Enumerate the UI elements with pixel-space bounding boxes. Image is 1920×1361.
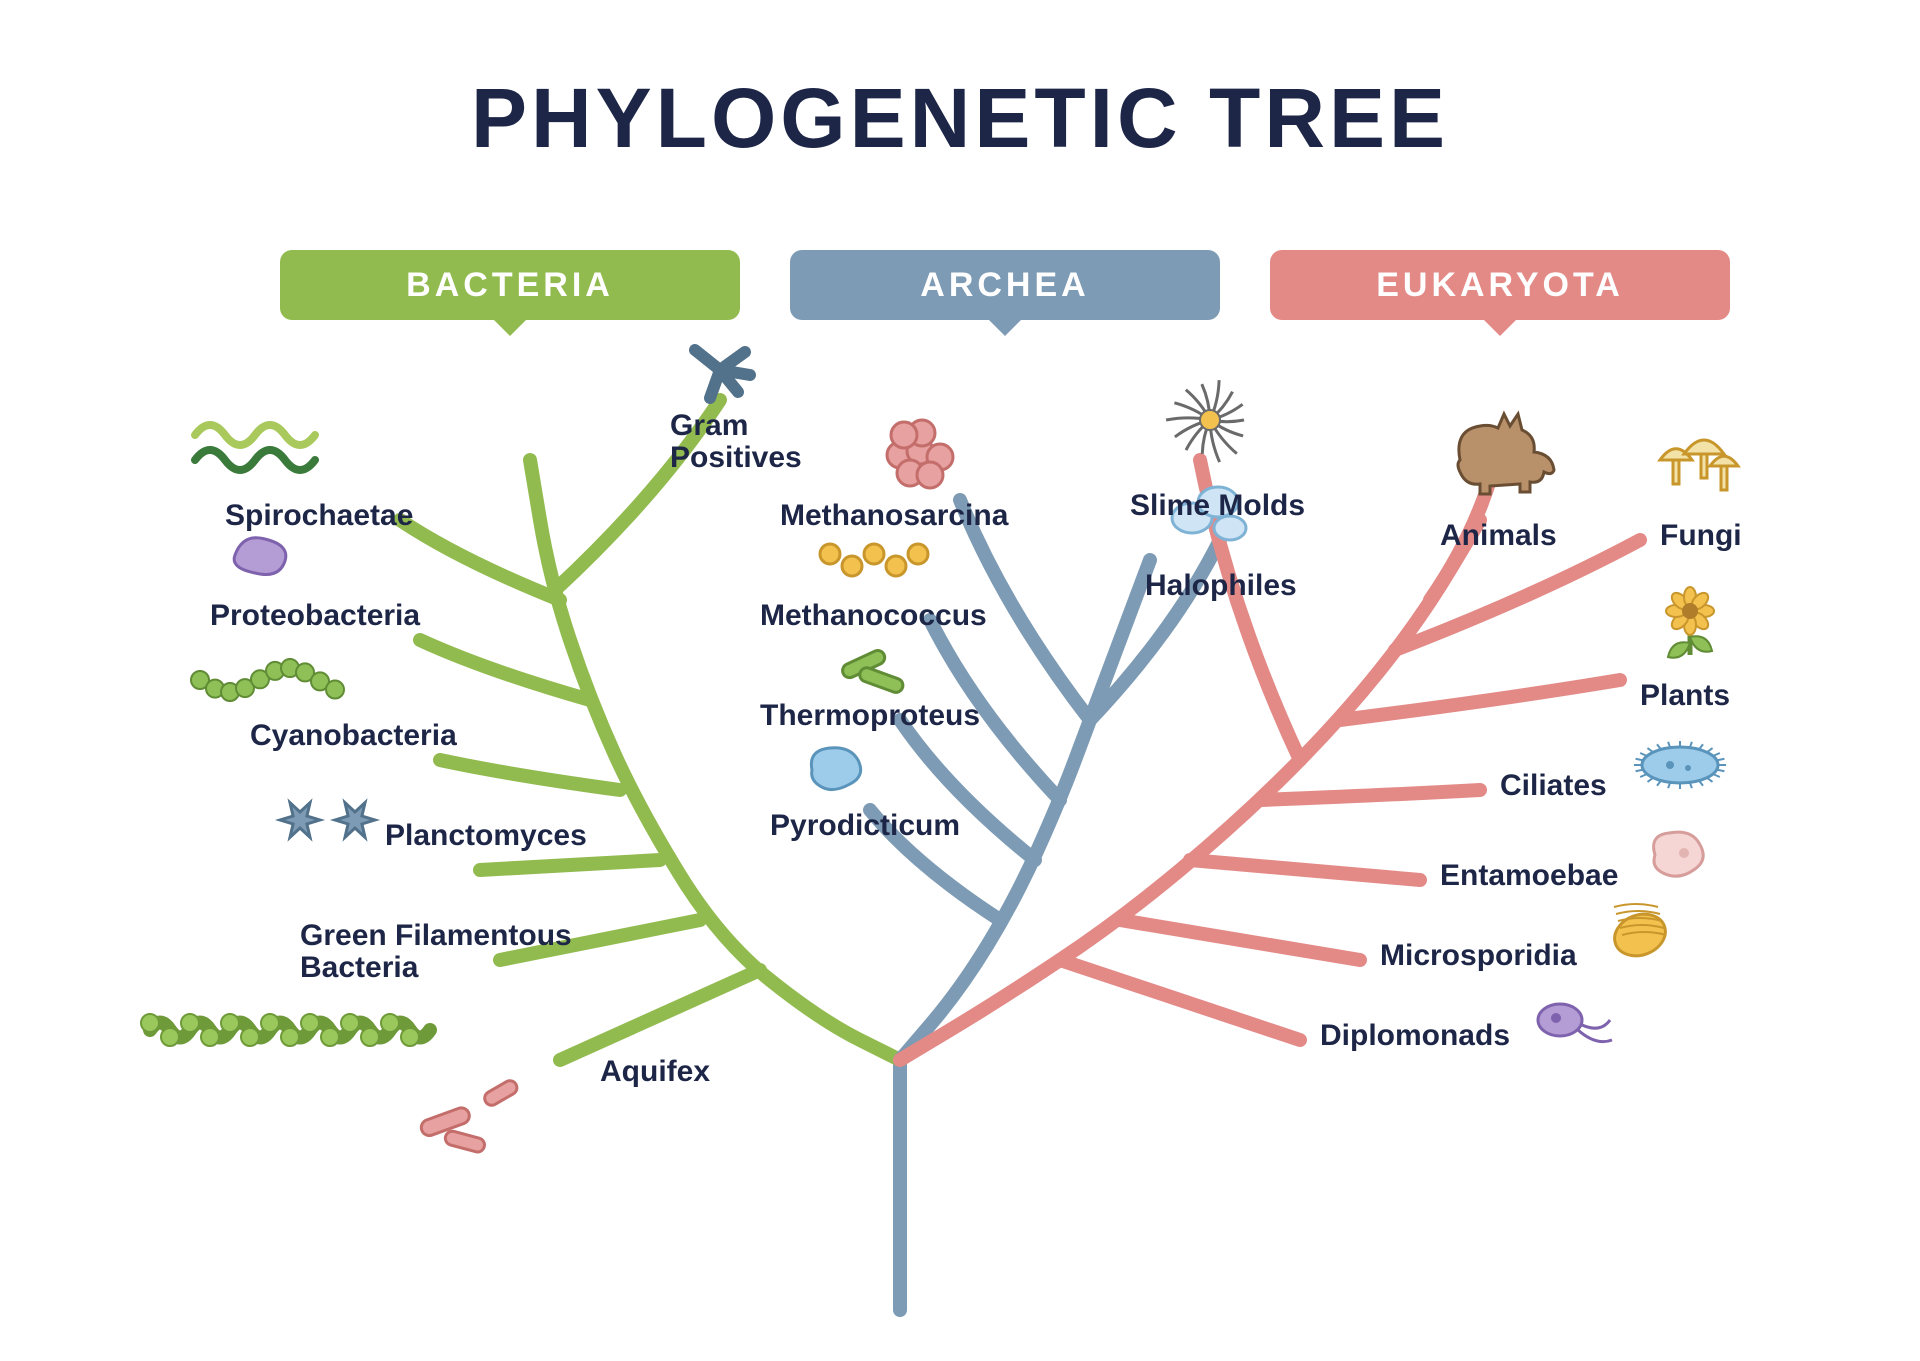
amoeba-icon [1654, 832, 1704, 876]
rods-icon [419, 1078, 519, 1153]
dots-icon [820, 544, 928, 576]
branch-label: Slime Molds [1130, 490, 1305, 522]
branch-label: Plants [1640, 680, 1730, 712]
branch-label: Fungi [1660, 520, 1742, 552]
branch-label: Proteobacteria [210, 600, 420, 632]
tree-svg [0, 0, 1920, 1361]
branch-label: Microsporidia [1380, 940, 1577, 972]
branch-label: Thermoproteus [760, 700, 980, 732]
branch [1260, 790, 1480, 800]
branch-label: Methanosarcina [780, 500, 1008, 532]
starburst-icon [1166, 380, 1244, 462]
branch-label: Planctomyces [385, 820, 587, 852]
branch-label: Animals [1440, 520, 1557, 552]
diagram-canvas: PHYLOGENETIC TREE BACTERIA ARCHEA EUKARY… [0, 0, 1920, 1361]
cluster-icon [887, 420, 953, 488]
flagellate-icon [1538, 1004, 1612, 1042]
branch-label: Pyrodicticum [770, 810, 960, 842]
branch [1090, 540, 1220, 720]
branch [440, 760, 620, 790]
chain-icon [191, 659, 344, 701]
branch-label: Diplomonads [1320, 1020, 1510, 1052]
stripedoval-icon [1609, 904, 1672, 963]
branch [1340, 680, 1620, 720]
branch-label: Gram Positives [670, 410, 802, 473]
branch-label: Methanococcus [760, 600, 987, 632]
stars-icon [280, 803, 375, 838]
ciliate-icon [1634, 741, 1726, 789]
branch [1060, 960, 1300, 1040]
branch-label: Spirochaetae [225, 500, 413, 532]
branch-label: Halophiles [1145, 570, 1297, 602]
wavy2-icon [195, 425, 315, 470]
branch-label: Entamoebae [1440, 860, 1618, 892]
branch-label: Aquifex [600, 1056, 710, 1088]
cat-icon [1458, 414, 1554, 494]
branch [1190, 860, 1420, 880]
branch-label: Ciliates [1500, 770, 1607, 802]
branch [480, 860, 660, 870]
cross-icon [695, 350, 750, 398]
branch [1120, 920, 1360, 960]
blob-icon [811, 748, 860, 790]
bean-icon [234, 538, 286, 575]
branch-label: Green Filamentous Bacteria [300, 920, 572, 983]
branch [560, 970, 760, 1060]
branch-label: Cyanobacteria [250, 720, 457, 752]
branch [420, 640, 590, 700]
chain-long-icon [141, 1014, 430, 1046]
flower-icon [1666, 587, 1714, 658]
rods-green-icon [840, 648, 905, 694]
mushrooms-icon [1660, 440, 1738, 490]
